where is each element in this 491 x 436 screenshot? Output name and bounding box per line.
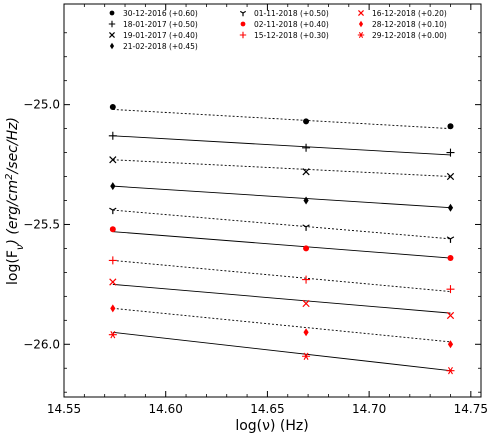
data-point [447,203,454,212]
data-point [302,275,311,284]
legend-label: 01-11-2018 (+0.50) [254,9,329,18]
fit-line [112,231,451,259]
fit-line [112,259,451,293]
y-label-sub: ν [15,244,26,250]
fit-line [112,331,451,372]
legend-label: 16-12-2018 (+0.20) [372,9,447,18]
legend-marker [358,20,364,28]
legend-label: 19-01-2017 (+0.40) [123,31,198,40]
legend-marker [109,32,115,38]
legend-label: 15-12-2018 (+0.30) [254,31,329,40]
legend-label: 02-11-2018 (+0.40) [254,20,329,29]
x-axis-label: log(ν) (Hz) [235,418,308,434]
data-point [447,340,454,349]
fit-line [112,185,451,209]
data-point [303,196,309,205]
y-label-part: ) (erg/cm [5,180,21,246]
data-point [302,143,311,152]
legend-marker [357,32,365,38]
data-point [302,224,310,231]
y-label-sup: 2 [4,173,15,179]
data-point [109,104,116,111]
plot-frame [63,3,482,398]
legend-marker [239,31,247,39]
fit-line [112,135,451,156]
data-point [302,299,310,308]
ticks-layer: 14.55 14.60 14.65 14.70 14.75 −25.0 −25.5 −26.0 [23,4,488,416]
data-point [109,226,116,233]
data-point [446,311,455,320]
data-point [446,172,455,181]
x-tick-label: 14.75 [454,402,488,416]
legend-marker [109,10,115,16]
data-point [446,148,455,157]
x-tick-label: 14.65 [250,402,284,416]
data-point [446,236,455,243]
data-point [447,255,454,262]
data-point [109,278,117,286]
legend-marker [109,42,115,50]
y-tick-label: −26.0 [23,337,60,351]
data-point [110,304,116,313]
legend-marker [240,21,246,27]
data-point [109,207,117,215]
fit-line [112,209,451,240]
legend-label: 21-02-2018 (+0.45) [123,42,198,51]
y-tick-label: −25.0 [23,98,60,112]
x-tick-label: 14.55 [47,402,81,416]
data-point [302,352,311,360]
x-tick-label: 14.60 [149,402,183,416]
markers-layer [108,104,455,375]
data-point [108,331,117,339]
legend-label: 30-12-2016 (+0.60) [123,9,198,18]
data-point [108,256,117,265]
x-tick-label: 14.70 [352,402,386,416]
legend-label: 18-01-2017 (+0.50) [123,20,198,29]
y-tick-label: −25.5 [23,217,60,231]
fit-line [112,307,451,343]
data-point [303,245,310,252]
legend-marker [239,10,247,17]
data-point [303,328,309,337]
data-point [447,123,454,130]
fit-line [112,283,451,314]
data-point [446,366,455,375]
y-label-part: /sec/Hz) [5,117,21,175]
fit-lines-layer [112,108,451,372]
data-point [446,285,455,294]
data-point [109,156,117,164]
legend-marker [108,20,116,28]
data-point [303,118,310,125]
y-axis-label: log(Fν) (erg/cm2/sec/Hz) [4,117,26,285]
fit-line [112,108,451,130]
legend-label: 28-12-2018 (+0.10) [372,20,447,29]
legend-marker [358,10,364,16]
data-point [110,182,116,191]
legend-label: 29-12-2018 (+0.00) [372,31,447,40]
legend: 30-12-2016 (+0.60) 18-01-2017 (+0.50) 19-0… [108,9,447,51]
data-point [302,168,310,176]
fit-line [112,159,451,177]
y-label-part: log(F [5,250,21,285]
data-point [108,131,117,140]
